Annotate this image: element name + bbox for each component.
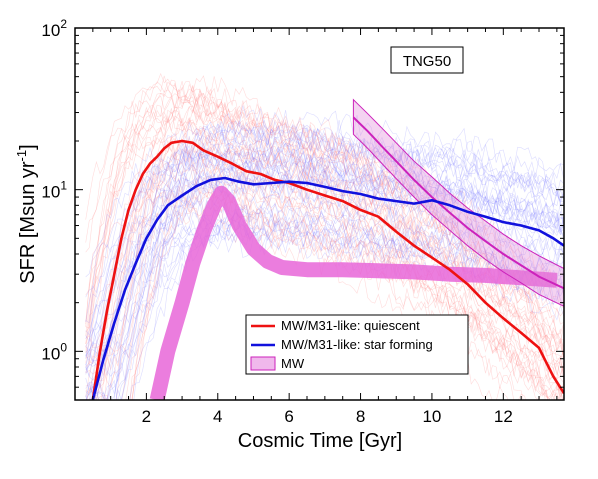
legend-label-mw: MW	[281, 356, 305, 371]
galaxy-trace	[113, 211, 564, 400]
galaxy-trace	[86, 164, 564, 400]
galaxy-trace	[85, 120, 564, 359]
galaxy-trace	[85, 146, 564, 340]
galaxy-trace	[85, 108, 564, 389]
ticks-layer: 2 4 6 8 10 12 100 101 102	[41, 17, 564, 426]
x-tick-label: 8	[356, 407, 365, 426]
galaxy-trace	[85, 144, 564, 324]
y-tick-label: 102	[41, 17, 67, 40]
galaxy-trace	[85, 144, 564, 278]
galaxy-trace	[85, 156, 564, 396]
series-layer	[91, 98, 564, 400]
galaxy-trace	[85, 121, 564, 369]
galaxy-trace	[85, 100, 564, 376]
y-tick-label: 101	[41, 179, 67, 202]
galaxy-trace	[85, 93, 564, 377]
galaxy-trace	[106, 205, 564, 400]
x-tick-label: 12	[494, 407, 513, 426]
galaxy-trace	[85, 159, 564, 400]
galaxy-trace	[85, 121, 564, 353]
y-axis-label: SFR [Msun yr-1]	[14, 144, 39, 283]
galaxy-trace	[115, 218, 564, 400]
legend-label-quiescent: MW/M31-like: quiescent	[281, 318, 420, 333]
galaxy-trace	[133, 205, 564, 400]
x-tick-label: 4	[213, 407, 222, 426]
x-tick-label: 10	[422, 407, 441, 426]
galaxy-trace	[85, 82, 564, 349]
y-axis-label-end: ]	[17, 144, 39, 150]
plot-frame	[74, 27, 565, 401]
galaxy-trace	[85, 145, 564, 323]
galaxy-trace	[94, 157, 557, 400]
galaxy-trace	[85, 132, 564, 378]
galaxy-trace	[100, 148, 564, 400]
galaxy-trace	[85, 199, 564, 362]
galaxy-trace	[85, 104, 564, 382]
galaxy-trace	[85, 119, 564, 358]
x-tick-label: 6	[284, 407, 293, 426]
galaxy-trace	[96, 163, 554, 400]
legend-swatch-mw	[250, 356, 276, 371]
galaxy-trace	[94, 190, 564, 400]
galaxy-trace	[85, 164, 564, 400]
x-tick-label: 2	[142, 407, 151, 426]
galaxy-trace	[85, 141, 564, 383]
galaxy-trace	[129, 205, 564, 400]
annotation-box	[390, 46, 464, 74]
y-tick-label: 100	[41, 340, 67, 363]
galaxy-trace	[115, 175, 563, 400]
tng50-annotation: TNG50	[390, 46, 464, 74]
galaxy-trace	[85, 142, 564, 343]
galaxy-trace	[85, 87, 564, 368]
series-mw-band	[149, 185, 558, 400]
galaxy-trace	[85, 160, 564, 400]
galaxy-trace	[85, 152, 564, 393]
legend-box	[245, 314, 469, 375]
galaxy-trace	[85, 130, 564, 400]
galaxy-trace	[117, 196, 564, 400]
y-axis-label-sup: -1	[14, 150, 29, 162]
galaxy-trace	[85, 212, 564, 373]
galaxy-trace	[85, 127, 564, 369]
galaxy-trace	[85, 105, 564, 350]
galaxy-trace	[85, 180, 524, 400]
galaxy-trace	[85, 117, 564, 394]
series-quiescent-line	[91, 139, 564, 400]
galaxy-trace	[85, 121, 564, 298]
galaxy-trace	[85, 160, 564, 400]
galaxy-trace	[85, 92, 564, 359]
galaxy-trace	[85, 169, 564, 347]
galaxy-trace	[125, 179, 564, 400]
galaxy-trace	[85, 81, 564, 335]
galaxy-trace	[85, 108, 564, 376]
galaxy-trace	[85, 174, 564, 356]
series-star-forming-line	[91, 176, 564, 400]
legend: MW/M31-like: quiescent MW/M31-like: star…	[245, 314, 469, 375]
galaxy-trace	[129, 186, 560, 400]
galaxy-trace	[85, 106, 564, 381]
galaxy-trace	[85, 191, 509, 400]
galaxy-trace	[85, 75, 564, 355]
galaxy-trace	[85, 72, 564, 347]
galaxy-trace	[104, 175, 548, 400]
model-prediction-line	[352, 116, 564, 290]
galaxy-trace	[85, 88, 564, 366]
galaxy-trace	[85, 128, 564, 357]
galaxy-trace	[131, 192, 562, 400]
galaxy-trace	[132, 192, 563, 400]
galaxy-trace	[85, 142, 564, 381]
model-prediction-band	[352, 98, 564, 307]
galaxy-trace	[94, 148, 560, 400]
y-axis-label-main: SFR [Msun yr	[17, 161, 39, 284]
x-axis-label: Cosmic Time [Gyr]	[238, 430, 402, 452]
galaxy-trace	[85, 75, 564, 347]
legend-label-star-forming: MW/M31-like: star forming	[281, 337, 433, 352]
annotation-text: TNG50	[403, 53, 451, 70]
galaxy-trace	[93, 139, 564, 400]
